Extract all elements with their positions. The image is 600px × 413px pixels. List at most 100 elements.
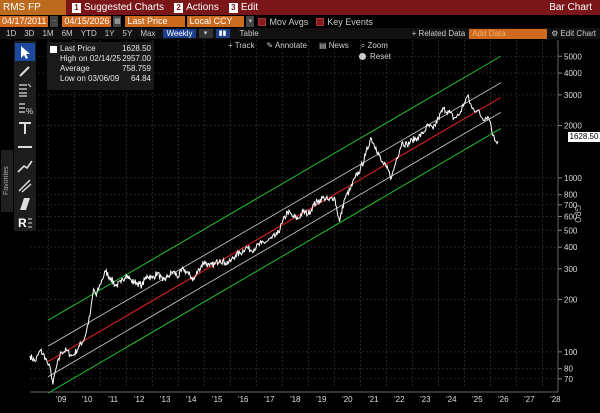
legend-average-row: Average 758.759 [50,64,151,74]
hline-tool[interactable] [15,138,35,156]
favorites-tab[interactable]: Favorites [1,150,13,212]
menu-actions[interactable]: 2 Actions [174,2,219,13]
x-tick-label: '14 [186,395,197,404]
period-6m[interactable]: 6M [61,29,73,38]
cursor-icon [21,46,30,59]
key-events-checkbox[interactable] [316,17,325,26]
x-tick-label: '20 [342,395,353,404]
regression-tool[interactable]: R [15,213,35,231]
pencil-icon: ✎ [266,41,275,50]
x-tick-label: '11 [108,395,118,404]
magnifier-icon: ⌕ [360,40,368,50]
period-1d[interactable]: 1D [6,29,17,38]
svg-text:R: R [18,216,27,230]
menu-suggested-charts[interactable]: 1 Suggested Charts [72,2,164,13]
y-tick-label: 70 [564,375,573,384]
legend-low-row: Low on 03/06/09 64.84 [50,74,151,84]
frequency-select[interactable]: Weekly [163,29,196,38]
legend-series-value: 1628.50 [122,44,151,53]
x-tick-label: '18 [290,395,301,404]
regression-line [47,96,502,363]
security-ticker[interactable]: RMS FP Equity [0,0,66,28]
track-label: Track [234,41,255,50]
trend-tool[interactable] [15,157,35,175]
legend-low-label: Low on 03/06/09 [60,74,120,83]
x-tick-label: '19 [316,395,327,404]
menu-number: 3 [228,2,238,13]
end-date-field[interactable]: 04/15/2026 [62,16,112,27]
inner-upper-band-line [47,82,502,347]
text-icon [19,122,31,134]
x-tick-label: '27 [524,395,535,404]
period-1y[interactable]: 1Y [104,29,115,38]
period-bar-right: + Related Data Add Data ⚙ Edit Chart [412,28,600,39]
menu-label: Edit [240,2,259,13]
y-tick-label: 800 [564,191,578,200]
pen-tool[interactable] [15,62,35,80]
x-tick-label: '26 [498,395,509,404]
track-button[interactable]: + Track [228,41,254,50]
menu-bar: 1 Suggested Charts 2 Actions 3 Edit [72,0,268,15]
zoom-label: Zoom [367,40,388,50]
mov-avgs-label: Mov Avgs [269,16,309,27]
x-tick-label: '23 [420,395,431,404]
horizontal-line-icon [18,146,32,148]
shape-tool[interactable] [15,195,35,213]
price-field-select[interactable]: Last Price [125,16,186,27]
news-button[interactable]: ▤ News [319,41,349,50]
field-bar: 04/17/2011 - 04/15/2026 ▦ Last Price Loc… [0,15,600,28]
key-events-label: Key Events [327,16,373,27]
gear-icon: ⚙ [551,29,559,38]
edit-chart-button[interactable]: ⚙ Edit Chart [551,29,596,38]
bars-icon[interactable]: ▮▮ [215,29,230,38]
last-price-line [29,94,499,385]
reset-button[interactable]: Reset [359,52,391,61]
crosshair-icon: + [228,41,235,50]
start-date-field[interactable]: 04/17/2011 [0,16,49,27]
period-5y[interactable]: 5Y [122,29,133,38]
period-ytd[interactable]: YTD [80,29,97,38]
x-tick-label: '16 [238,395,249,404]
y-tick-label: 300 [564,265,578,274]
menu-edit[interactable]: 3 Edit [228,2,259,13]
y-tick-label: 100 [564,348,578,357]
svg-text:%: % [26,107,33,116]
x-tick-label: '09 [56,395,67,404]
last-price-badge: 1628.50 [568,132,600,142]
x-tick-label: '22 [394,395,405,404]
annotate-tool[interactable] [15,119,35,137]
chart-type-label: Bar Chart [549,2,592,13]
period-bar: 1D 3D 1M 6M YTD 1Y 5Y Max Weekly ▾ ▮▮ Ta… [0,28,600,39]
legend-average-label: Average [60,64,90,73]
table-button[interactable]: Table [239,29,259,38]
chevron-down-icon[interactable]: ▾ [246,16,255,27]
chart-style-icon[interactable]: ▾ [198,29,213,38]
legend-high-value: 2957.00 [122,54,151,63]
menu-number: 1 [72,2,81,13]
period-3d[interactable]: 3D [24,29,35,38]
y-tick-label: 2000 [564,121,582,130]
right-axis-label: GPO [573,205,582,223]
x-tick-label: '15 [212,395,223,404]
favorites-label: Favorites [3,166,10,196]
percent-tool[interactable]: % [15,100,35,118]
zoom-button[interactable]: ⌕ Zoom [361,41,388,51]
related-data-button[interactable]: + Related Data [411,29,466,38]
y-tick-label: 200 [564,295,578,304]
period-max[interactable]: Max [140,29,156,38]
title-bar: RMS FP Equity 1 Suggested Charts 2 Actio… [0,0,600,28]
mov-avgs-checkbox[interactable] [258,17,267,26]
annotate-button[interactable]: ✎ Annotate [266,41,307,50]
period-1m[interactable]: 1M [42,29,54,38]
currency-select[interactable]: Local CCY [187,16,245,27]
legend-high-label: High on 02/14/25 [60,54,121,63]
x-tick-label: '12 [134,395,145,404]
drawing-toolbar: % R [14,41,36,231]
inner-lower-band-line [47,111,502,378]
fibonacci-tool[interactable] [15,81,35,99]
add-data-input[interactable]: Add Data [469,28,548,39]
channel-tool[interactable] [15,176,35,194]
cursor-tool[interactable] [15,43,35,61]
calendar-icon[interactable]: ▦ [113,16,122,27]
